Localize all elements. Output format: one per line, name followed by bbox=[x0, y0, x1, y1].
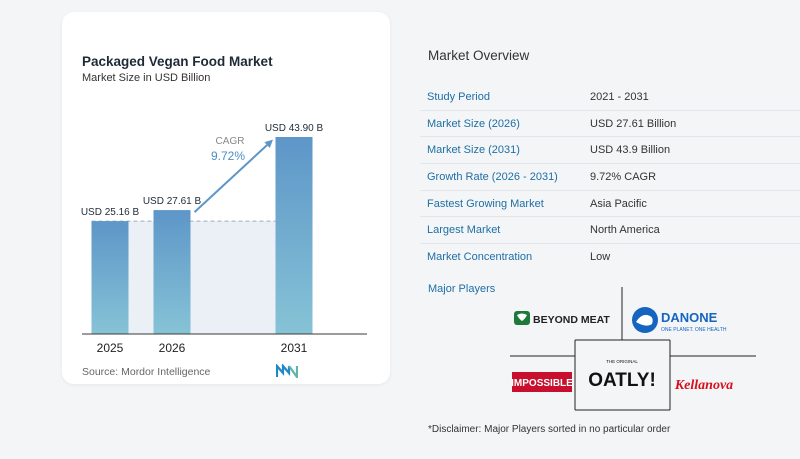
danone-text: DANONE bbox=[661, 310, 718, 325]
oatly-logo: THE ORIGINAL OATLY! bbox=[588, 359, 656, 391]
kellanova-text: Kellanova bbox=[674, 378, 733, 393]
table-row: Growth Rate (2026 - 2031) 9.72% CAGR bbox=[420, 164, 800, 191]
row-value: 9.72% CAGR bbox=[590, 170, 657, 183]
row-key: Growth Rate (2026 - 2031) bbox=[427, 170, 558, 183]
mordor-logo-icon bbox=[276, 364, 298, 378]
row-value: USD 43.9 Billion bbox=[590, 144, 671, 157]
table-row: Fastest Growing Market Asia Pacific bbox=[420, 191, 800, 218]
danone-tagline: ONE PLANET. ONE HEALTH bbox=[661, 327, 727, 333]
x-tick-label-2026: 2026 bbox=[159, 341, 186, 355]
oatly-small-text: THE ORIGINAL bbox=[606, 359, 638, 364]
bar-2025 bbox=[91, 221, 129, 334]
data-label-2031: USD 43.90 B bbox=[265, 123, 324, 134]
impossible-logo: IMPOSSIBLE bbox=[511, 372, 573, 392]
danone-logo: DANONE ONE PLANET. ONE HEALTH bbox=[632, 307, 727, 333]
bar-2026 bbox=[153, 210, 191, 334]
beyond-meat-icon bbox=[514, 311, 530, 325]
table-row: Study Period 2021 - 2031 bbox=[420, 84, 800, 111]
chart-title: Packaged Vegan Food Market bbox=[82, 54, 273, 69]
beyond-meat-text: BEYOND MEAT bbox=[533, 314, 610, 326]
data-label-2026: USD 27.61 B bbox=[143, 196, 202, 207]
chart-subtitle: Market Size in USD Billion bbox=[82, 72, 211, 84]
row-key: Market Size (2026) bbox=[427, 117, 520, 130]
row-key: Study Period bbox=[427, 90, 490, 103]
row-value: USD 27.61 Billion bbox=[590, 117, 677, 130]
x-tick-label-2025: 2025 bbox=[97, 341, 124, 355]
overview-title: Market Overview bbox=[428, 48, 530, 63]
x-tick-label-2031: 2031 bbox=[281, 341, 308, 355]
bar-chart: USD 25.16 B 2025 USD 27.61 B 2026 USD 43.90 … bbox=[81, 123, 367, 355]
impossible-text: IMPOSSIBLE bbox=[511, 378, 573, 389]
danone-icon bbox=[632, 307, 658, 333]
market-overview: Market Overview Study Period 2021 - 2031… bbox=[420, 0, 800, 459]
row-value: North America bbox=[590, 224, 660, 237]
cagr-arrow bbox=[193, 139, 273, 213]
row-value: 2021 - 2031 bbox=[590, 90, 649, 103]
table-row: Market Size (2026) USD 27.61 Billion bbox=[420, 111, 800, 138]
row-key: Largest Market bbox=[427, 224, 501, 237]
oatly-text: OATLY! bbox=[588, 370, 656, 391]
major-players-title: Major Players bbox=[428, 283, 496, 295]
row-value: Low bbox=[590, 251, 611, 264]
row-value: Asia Pacific bbox=[590, 197, 647, 210]
chart-source: Source: Mordor Intelligence bbox=[82, 366, 211, 378]
cagr-label: CAGR bbox=[216, 136, 245, 147]
overview-table: Study Period 2021 - 2031 Market Size (20… bbox=[420, 84, 800, 271]
chart-card: Packaged Vegan Food Market Market Size i… bbox=[62, 12, 390, 384]
table-row: Market Concentration Low bbox=[420, 244, 800, 271]
cagr-value: 9.72% bbox=[211, 149, 245, 163]
data-label-2025: USD 25.16 B bbox=[81, 207, 140, 218]
table-row: Largest Market North America bbox=[420, 217, 800, 245]
bar-2031 bbox=[275, 137, 313, 334]
row-key: Market Size (2031) bbox=[427, 144, 520, 157]
disclaimer: *Disclaimer: Major Players sorted in no … bbox=[428, 424, 671, 435]
beyond-meat-logo: BEYOND MEAT bbox=[514, 311, 610, 326]
row-key: Market Concentration bbox=[427, 251, 533, 264]
kellanova-logo: Kellanova bbox=[674, 378, 733, 393]
impossible-badge bbox=[512, 372, 572, 392]
row-key: Fastest Growing Market bbox=[427, 197, 544, 210]
table-row: Market Size (2031) USD 43.9 Billion bbox=[420, 137, 800, 165]
